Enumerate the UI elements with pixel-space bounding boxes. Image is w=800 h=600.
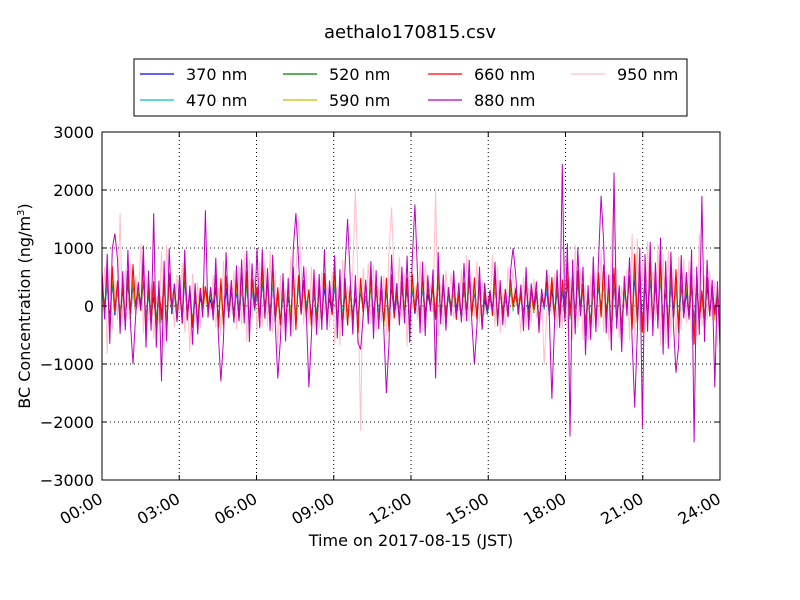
y-axis-label: BC Concentration (ng/m3): [15, 203, 34, 408]
legend-label: 950 nm: [617, 65, 678, 84]
y-tick-label: 0: [84, 297, 94, 316]
y-tick-label: −2000: [40, 413, 94, 432]
legend-label: 880 nm: [474, 91, 535, 110]
legend-entry: 370 nm: [140, 65, 247, 84]
legend-label: 470 nm: [186, 91, 247, 110]
y-axis-label-sup: 3: [16, 210, 27, 216]
legend-label: 370 nm: [186, 65, 247, 84]
x-axis-label: Time on 2017-08-15 (JST): [308, 531, 513, 550]
y-axis-label-main: BC Concentration (ng/m: [15, 216, 34, 409]
series-line-880-nm: [102, 163, 720, 443]
y-axis-label-close: ): [15, 203, 34, 209]
legend: 370 nm 470 nm 520 nm 590 nm 660 nm 880 nm 950 …: [133, 58, 688, 117]
chart-title: aethalo170815.csv: [324, 22, 496, 43]
legend-label: 590 nm: [329, 91, 390, 110]
y-tick-label: 1000: [53, 239, 94, 258]
legend-frame: [133, 58, 688, 117]
legend-label: 520 nm: [329, 65, 390, 84]
y-tick-label: −1000: [40, 355, 94, 374]
axis-ticks: [101, 131, 721, 481]
legend-entry: 950 nm: [571, 65, 678, 84]
legend-entry: 660 nm: [428, 65, 535, 84]
legend-entry: 590 nm: [283, 91, 390, 110]
legend-entry: 470 nm: [140, 91, 247, 110]
legend-items: 370 nm 470 nm 520 nm 590 nm 660 nm 880 nm 950 …: [140, 65, 678, 110]
series-lines: [102, 163, 720, 443]
y-tick-labels: 3000 2000 1000 0 −1000 −2000 −3000: [40, 123, 94, 490]
legend-entry: 880 nm: [428, 91, 535, 110]
y-tick-label: −3000: [40, 471, 94, 490]
legend-entry: 520 nm: [283, 65, 390, 84]
y-tick-label: 3000: [53, 123, 94, 142]
y-tick-label: 2000: [53, 181, 94, 200]
legend-label: 660 nm: [474, 65, 535, 84]
